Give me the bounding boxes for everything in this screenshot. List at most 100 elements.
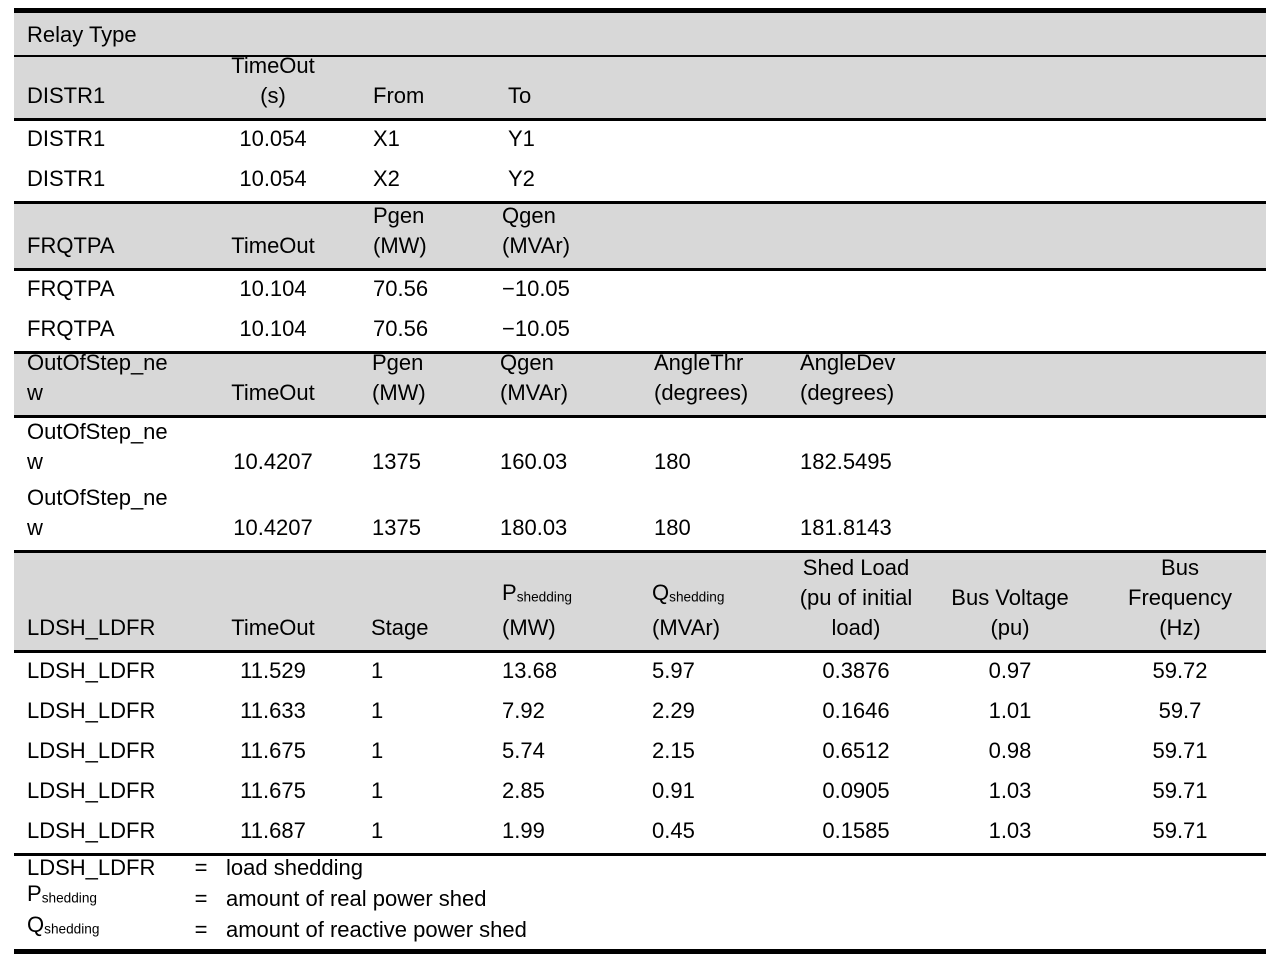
- table-cell: −10.05: [502, 276, 570, 301]
- header-cell: TimeOut (s): [231, 53, 315, 108]
- legend-term: LDSH_LDFR: [27, 855, 156, 880]
- table-cell: 11.675: [240, 738, 306, 763]
- table-cell: LDSH_LDFR: [27, 658, 156, 683]
- table-cell: X1: [373, 126, 400, 151]
- table-cell: 182.5495: [800, 449, 892, 474]
- header-cell: Stage: [371, 615, 429, 640]
- table-cell: Y2: [508, 166, 535, 191]
- relay-type-label: Relay Type: [27, 22, 137, 47]
- table-cell: LDSH_LDFR: [27, 818, 156, 843]
- table-cell: 10.054: [239, 126, 307, 151]
- table-cell: 10.4207: [233, 515, 313, 540]
- table-cell: 0.1646: [822, 698, 890, 723]
- header-cell: Pgen (MW): [372, 350, 426, 405]
- table-cell: 59.72: [1152, 658, 1208, 683]
- header-cell: DISTR1: [27, 83, 106, 108]
- legend-row: Qshedding = amount of reactive power shed: [14, 912, 1266, 949]
- table-row: LDSH_LDFR 11.529 1 13.68 5.97 0.3876 0.97 59.72: [14, 653, 1266, 693]
- table-cell: 2.29: [652, 698, 695, 723]
- legend-definition: amount of reactive power shed: [226, 917, 527, 942]
- header-cell: TimeOut: [231, 233, 315, 258]
- table-cell: 59.71: [1152, 818, 1208, 843]
- table-row: LDSH_LDFR 11.675 1 5.74 2.15 0.6512 0.98 59.71: [14, 733, 1266, 773]
- table-cell: 1.99: [502, 818, 545, 843]
- table-cell: 180: [654, 449, 691, 474]
- table-cell: 1: [371, 738, 384, 763]
- table-cell: 59.7: [1158, 698, 1202, 723]
- table-cell: 1: [371, 698, 384, 723]
- legend-definition: amount of real power shed: [226, 886, 487, 911]
- table-cell: 11.633: [240, 698, 306, 723]
- table-cell: 10.104: [239, 276, 307, 301]
- table-cell: 59.71: [1152, 778, 1208, 803]
- header-cell: Qgen (MVAr): [500, 350, 569, 405]
- table-row: LDSH_LDFR 11.687 1 1.99 0.45 0.1585 1.03 59.71: [14, 813, 1266, 853]
- table-cell: 10.4207: [233, 449, 313, 474]
- table-cell: 11.675: [240, 778, 306, 803]
- table-cell: 0.97: [988, 658, 1032, 683]
- header-cell: To: [508, 83, 532, 108]
- table-row: FRQTPA 10.104 70.56 −10.05: [14, 311, 1266, 351]
- legend-definition: load shedding: [226, 855, 364, 880]
- relay-section-frqtpa: FRQTPA TimeOut Pgen (MW) Qgen (MVAr) FRQTPA 10.…: [14, 203, 1266, 354]
- header-cell: From: [373, 83, 425, 108]
- table-row: LDSH_LDFR 11.633 1 7.92 2.29 0.1646 1.01 59.7: [14, 693, 1266, 733]
- table-cell: FRQTPA: [27, 316, 115, 341]
- table-cell: 5.74: [502, 738, 545, 763]
- relay-section-distr1: DISTR1 TimeOut (s) From To DISTR1 10.054 X1 Y1 DI…: [14, 53, 1266, 204]
- header-cell: Bus Frequency (Hz): [1128, 555, 1232, 640]
- table-cell: LDSH_LDFR: [27, 738, 156, 763]
- table-cell: 2.15: [652, 738, 695, 763]
- table-cell: DISTR1: [27, 166, 106, 191]
- table-row: DISTR1 10.054 X2 Y2: [14, 161, 1266, 201]
- table-cell: 70.56: [373, 276, 429, 301]
- header-cell: FRQTPA: [27, 233, 115, 258]
- legend-term: Pshedding: [27, 881, 97, 907]
- table-cell: 59.71: [1152, 738, 1208, 763]
- table-cell: 0.98: [988, 738, 1032, 763]
- header-cell: TimeOut: [231, 380, 315, 405]
- table-cell: 11.687: [240, 818, 306, 843]
- equals-sign: =: [194, 917, 208, 942]
- table-cell: 2.85: [502, 778, 545, 803]
- table-cell: 1.03: [988, 778, 1032, 803]
- table-cell: 0.1585: [822, 818, 890, 843]
- table-cell: 1375: [372, 515, 421, 540]
- table-cell: 10.054: [239, 166, 307, 191]
- table-cell: X2: [373, 166, 400, 191]
- header-cell: Shed Load (pu of initial load): [799, 555, 913, 640]
- header-cell: Qgen (MVAr): [502, 203, 571, 258]
- relay-results-table: Relay Type DISTR1 TimeOut (s) From To DISTR1 1…: [14, 8, 1266, 954]
- table-row: DISTR1 10.054 X1 Y1: [14, 121, 1266, 161]
- header-cell: Qshedding (MVAr): [652, 580, 725, 640]
- header-cell: OutOfStep_new: [27, 350, 168, 405]
- equals-sign: =: [194, 886, 208, 911]
- section-header-row: FRQTPA TimeOut Pgen (MW) Qgen (MVAr): [14, 203, 1266, 271]
- table-sections: DISTR1 TimeOut (s) From To DISTR1 10.054 X1 Y1 DI…: [14, 53, 1266, 856]
- header-cell: Bus Voltage (pu): [951, 585, 1069, 640]
- table-cell: 180.03: [500, 515, 568, 540]
- section-header-row: LDSH_LDFR TimeOut Stage Pshedding (MW) Qshedd…: [14, 553, 1266, 653]
- header-cell: LDSH_LDFR: [27, 615, 156, 640]
- table-cell: 181.8143: [800, 515, 892, 540]
- table-cell: 1: [371, 818, 384, 843]
- section-header-row: DISTR1 TimeOut (s) From To: [14, 53, 1266, 121]
- equals-sign: =: [194, 855, 208, 880]
- table-row: OutOfStep_new 10.4207 1375 160.03 180 182.549…: [14, 418, 1266, 484]
- table-cell: 1375: [372, 449, 421, 474]
- table-cell: 70.56: [373, 316, 429, 341]
- table-cell: 11.529: [240, 658, 306, 683]
- table-cell: 1.03: [988, 818, 1032, 843]
- table-cell: 0.0905: [822, 778, 890, 803]
- table-cell: 10.104: [239, 316, 307, 341]
- table-cell: −10.05: [502, 316, 570, 341]
- relay-section-ldsh: LDSH_LDFR TimeOut Stage Pshedding (MW) Qshedd…: [14, 553, 1266, 856]
- relay-section-outofstep: OutOfStep_new TimeOut Pgen (MW) Qgen (MVAr) An…: [14, 350, 1266, 553]
- table-cell: OutOfStep_new: [27, 485, 168, 540]
- table-cell: 1: [371, 778, 384, 803]
- table-cell: 0.6512: [822, 738, 890, 763]
- table-cell: Y1: [508, 126, 535, 151]
- legend-row: LDSH_LDFR = load shedding: [14, 855, 1266, 887]
- table-cell: 5.97: [652, 658, 695, 683]
